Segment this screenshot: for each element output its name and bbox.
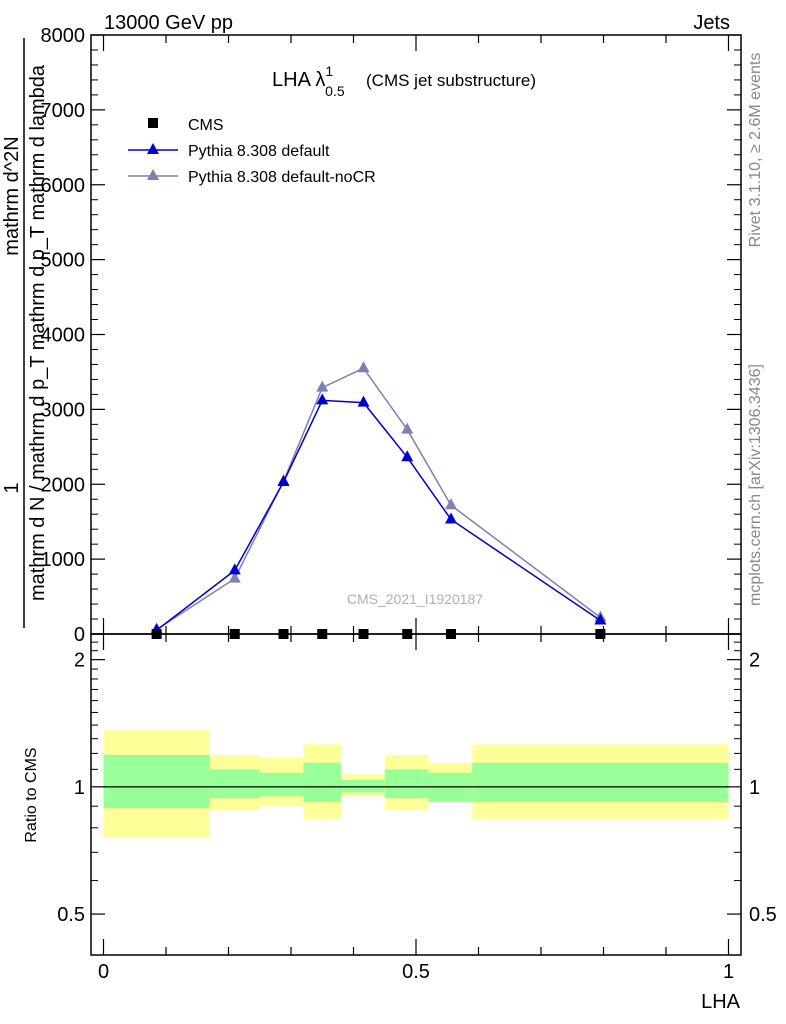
- y-label-denominator: mathrm d N / mathrm d p_T mathrm d p_T m…: [27, 64, 49, 601]
- header-energy-label: 13000 GeV pp: [104, 12, 233, 34]
- point-pythia-default-7: [594, 613, 607, 625]
- main-y-tick-label-4: 4000: [41, 325, 86, 347]
- ratio-y-tick-label-right-0: 0.5: [749, 904, 777, 926]
- legend-label-cms: CMS: [188, 117, 224, 134]
- ratio-inner-band-4: [341, 779, 385, 793]
- plot-title: LHA λ1 0.5 (CMS jet substructure): [272, 63, 536, 99]
- legend-item-pythia-nocr: Pythia 8.308 default-noCR: [128, 169, 376, 186]
- y-label-one: 1: [1, 482, 23, 493]
- ratio-inner-band-0: [103, 754, 210, 809]
- series-line-pythia-nocr: [156, 367, 601, 631]
- analysis-watermark: CMS_2021_I1920187: [347, 591, 483, 607]
- legend-marker-pythia-default: [147, 143, 159, 154]
- point-pythia-default-5: [401, 450, 414, 462]
- title-subscript: 0.5: [325, 83, 345, 99]
- point-cms-3: [317, 629, 328, 639]
- main-y-tick-label-7: 7000: [41, 100, 86, 122]
- point-pythia-nocr-4: [357, 361, 370, 373]
- y-label-numerator: mathrm d^2N: [1, 136, 23, 255]
- point-pythia-nocr-5: [401, 422, 414, 434]
- ratio-inner-band-1: [209, 769, 260, 799]
- legend-marker-pythia-nocr: [147, 169, 159, 180]
- legend-marker-cms: [148, 118, 158, 128]
- ratio-y-tick-label-0: 0.5: [57, 904, 85, 926]
- rivet-version-label: Rivet 3.1.10, ≥ 2.6M events: [747, 53, 764, 248]
- main-y-axis-label: 1 mathrm d N / mathrm d p_T mathrm d p_T…: [1, 38, 49, 628]
- point-pythia-nocr-6: [445, 498, 457, 510]
- point-cms-4: [358, 629, 369, 639]
- title-superscript: 1: [325, 63, 333, 79]
- point-cms-0: [151, 629, 162, 639]
- x-tick-label-2: 1: [723, 961, 734, 983]
- point-cms-6: [446, 629, 456, 639]
- ratio-inner-band-5: [384, 769, 429, 799]
- ratio-inner-band-3: [303, 762, 341, 803]
- ratio-inner-band-2: [259, 772, 304, 797]
- point-pythia-default-4: [357, 395, 370, 407]
- main-y-tick-label-5: 5000: [41, 250, 86, 272]
- ratio-axes: 0 0.5 1 0.5 0.5 1 1 2 2: [57, 633, 777, 983]
- title-main: LHA λ: [272, 69, 325, 91]
- ratio-y-tick-label-right-1: 1: [749, 777, 760, 799]
- svg-text:LHA λ10.5: LHA λ1 0.5: [272, 63, 345, 99]
- main-axes: 0 1000 2000 3000 4000 5000 6000 7000 8000: [41, 25, 742, 646]
- title-rest: (CMS jet substructure): [366, 71, 536, 90]
- x-tick-label-1: 0.5: [402, 961, 430, 983]
- point-cms-7: [595, 629, 606, 639]
- x-axis-label: LHA: [701, 991, 741, 1013]
- legend: CMS Pythia 8.308 default Pythia 8.308 de…: [128, 117, 376, 186]
- main-series: [150, 361, 607, 639]
- point-pythia-nocr-1: [228, 571, 241, 583]
- point-pythia-default-6: [445, 512, 457, 524]
- main-y-tick-label-0: 0: [74, 624, 85, 646]
- main-y-tick-label-6: 6000: [41, 175, 86, 197]
- point-cms-2: [278, 629, 289, 639]
- ratio-bands: [103, 730, 729, 838]
- point-cms-5: [402, 629, 413, 639]
- point-pythia-default-2: [277, 475, 290, 487]
- main-y-tick-label-2: 2000: [41, 474, 86, 496]
- header-jets-label: Jets: [693, 12, 730, 34]
- point-cms-1: [229, 629, 240, 639]
- ratio-y-tick-label-1: 1: [74, 777, 85, 799]
- point-pythia-nocr-3: [316, 380, 329, 392]
- ratio-y-tick-label-2: 2: [74, 650, 85, 672]
- mcplots-label: mcplots.cern.ch [arXiv:1306.3436]: [747, 364, 764, 606]
- main-y-tick-label-8: 8000: [41, 25, 86, 47]
- ratio-inner-band-7: [472, 762, 729, 803]
- legend-item-pythia-default: Pythia 8.308 default: [128, 143, 330, 160]
- series-line-pythia-default: [156, 399, 601, 631]
- legend-label-pythia-default: Pythia 8.308 default: [188, 143, 330, 160]
- legend-label-pythia-nocr: Pythia 8.308 default-noCR: [188, 169, 376, 186]
- main-y-tick-label-1: 1000: [41, 549, 86, 571]
- main-y-tick-label-3: 3000: [41, 399, 86, 421]
- legend-item-cms: CMS: [148, 117, 224, 134]
- x-tick-label-0: 0: [98, 961, 109, 983]
- point-pythia-default-3: [316, 393, 329, 405]
- point-pythia-default-1: [228, 563, 241, 575]
- ratio-y-tick-label-right-2: 2: [749, 650, 760, 672]
- ratio-y-axis-label: Ratio to CMS: [23, 747, 40, 842]
